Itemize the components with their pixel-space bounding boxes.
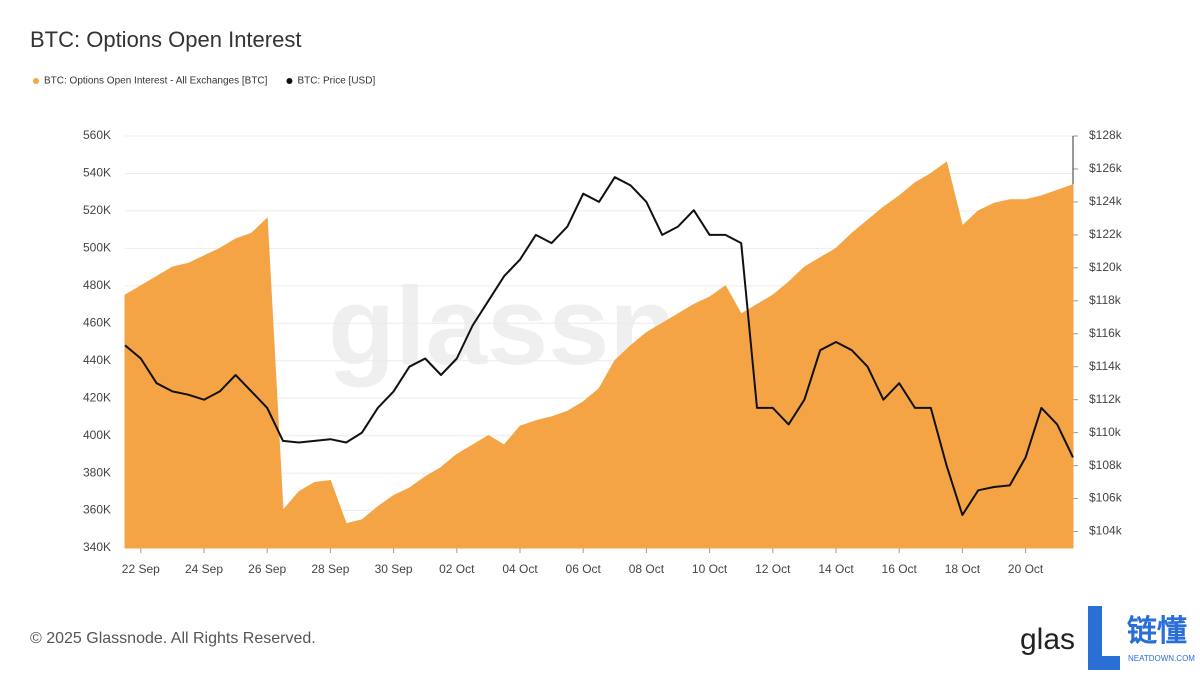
- y-tick-label: 400K: [83, 428, 111, 442]
- x-tick-label: 04 Oct: [502, 562, 538, 576]
- logo-site: NEATDOWN.COM: [1128, 654, 1195, 663]
- y2-tick-label: $114k: [1089, 359, 1122, 373]
- y2-tick-label: $118k: [1089, 293, 1122, 307]
- legend-label: BTC: Options Open Interest - All Exchang…: [44, 76, 268, 87]
- y-tick-label: 560K: [83, 128, 111, 142]
- y2-tick-label: $106k: [1089, 491, 1123, 505]
- logo-mark: [1088, 606, 1120, 670]
- x-tick-label: 16 Oct: [882, 562, 918, 576]
- x-tick-label: 12 Oct: [755, 562, 791, 576]
- y2-tick-label: $108k: [1089, 458, 1123, 472]
- price-line: [124, 176, 1074, 516]
- x-tick-label: 02 Oct: [439, 562, 475, 576]
- y2-tick-label: $124k: [1089, 194, 1123, 208]
- y-tick-label: 360K: [83, 503, 111, 517]
- y-tick-label: 440K: [83, 353, 111, 367]
- y2-tick-label: $110k: [1089, 425, 1122, 439]
- legend-marker: [286, 78, 293, 84]
- x-tick-label: 06 Oct: [566, 562, 602, 576]
- y-tick-label: 500K: [83, 241, 111, 255]
- x-tick-label: 24 Sep: [185, 562, 223, 576]
- x-tick-label: 30 Sep: [375, 562, 413, 576]
- logo-brand: 链懂: [1127, 614, 1187, 648]
- logo-text: glas: [1020, 623, 1075, 656]
- y-tick-label: 340K: [83, 540, 111, 554]
- y2-tick-label: $128k: [1089, 128, 1123, 142]
- x-tick-label: 14 Oct: [818, 562, 854, 576]
- y-tick-label: 420K: [83, 390, 111, 404]
- y2-tick-label: $112k: [1089, 392, 1122, 406]
- y2-tick-label: $104k: [1089, 524, 1123, 538]
- footer: © 2025 Glassnode. All Rights Reserved.: [30, 630, 316, 647]
- chart-title: BTC: Options Open Interest: [30, 27, 301, 52]
- y-tick-label: 460K: [83, 315, 111, 329]
- x-tick-label: 22 Sep: [122, 562, 160, 576]
- x-tick-label: 18 Oct: [945, 562, 981, 576]
- x-tick-label: 28 Sep: [311, 562, 349, 576]
- y2-tick-label: $120k: [1089, 260, 1123, 274]
- x-tick-label: 08 Oct: [629, 562, 665, 576]
- y-tick-label: 520K: [83, 203, 111, 217]
- y2-tick-label: $122k: [1089, 227, 1123, 241]
- y-tick-label: 540K: [83, 166, 111, 180]
- oi-area: [124, 161, 1074, 549]
- x-tick-label: 10 Oct: [692, 562, 728, 576]
- legend-label: BTC: Price [USD]: [297, 76, 375, 87]
- x-tick-label: 20 Oct: [1008, 562, 1044, 576]
- legend-marker: [33, 78, 39, 84]
- y2-tick-label: $116k: [1089, 326, 1122, 340]
- y-tick-label: 380K: [83, 465, 111, 479]
- x-tick-label: 26 Sep: [248, 562, 286, 576]
- y-tick-label: 480K: [83, 278, 111, 292]
- y2-tick-label: $126k: [1089, 161, 1123, 175]
